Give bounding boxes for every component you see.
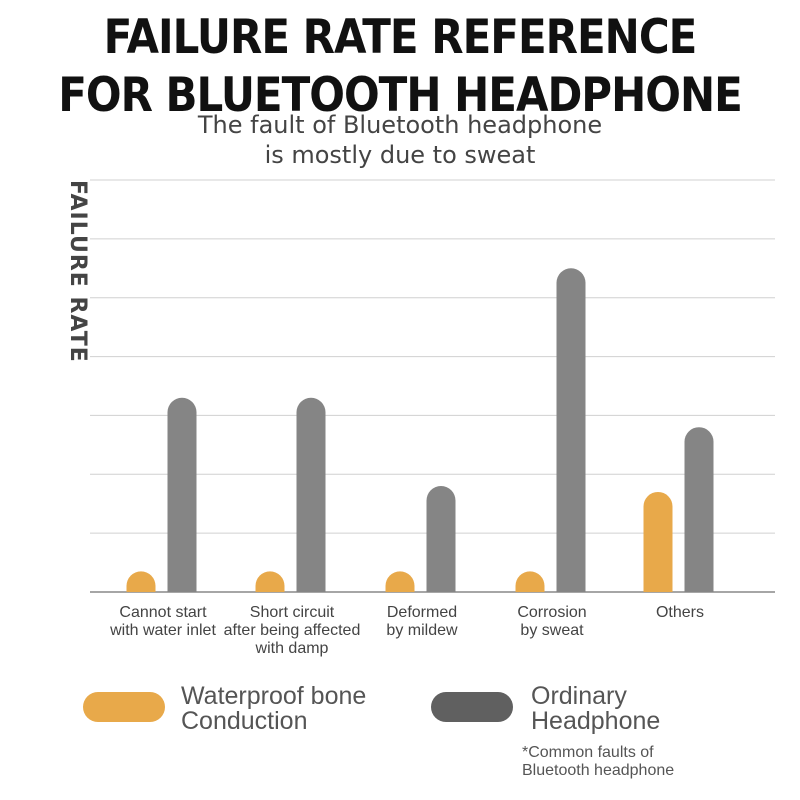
category-label-4: Others [656, 604, 704, 621]
y-axis-label: FAILURE RATE [65, 180, 90, 363]
bar-waterproof-2 [385, 571, 415, 592]
category-label-0: Cannot start with water inlet [109, 604, 216, 639]
subtitle-line-2: is mostly due to sweat [264, 141, 536, 169]
category-label-2: Deformed by mildew [386, 604, 458, 639]
legend-swatch-ordinary [431, 692, 513, 722]
bar-ordinary-2 [426, 486, 456, 592]
category-label-3: Corrosion by sweat [517, 604, 586, 639]
title-line-1: FAILURE RATE REFERENCE [103, 9, 698, 65]
legend-label-waterproof: Waterproof bone Conduction [181, 682, 367, 735]
subtitle-line-1: The fault of Bluetooth headphone [197, 111, 603, 139]
bar-waterproof-0 [126, 571, 156, 592]
bar-waterproof-1 [255, 571, 285, 592]
category-label-1: Short circuit after being affected with da… [224, 604, 361, 657]
bar-ordinary-0 [167, 397, 197, 592]
footnote: *Common faults of Bluetooth headphone [522, 744, 675, 779]
title-line-2: FOR BLUETOOTH HEADPHONE [58, 67, 743, 123]
legend-label-ordinary: Ordinary Headphone [531, 682, 661, 735]
bar-waterproof-3 [515, 571, 545, 592]
bar-ordinary-1 [296, 397, 326, 592]
chart-title: FAILURE RATE REFERENCE FOR BLUETOOTH HEA… [0, 8, 800, 124]
chart-subtitle: The fault of Bluetooth headphone is most… [0, 110, 800, 170]
bar-ordinary-4 [684, 427, 714, 592]
bar-waterproof-4 [643, 491, 673, 592]
bar-ordinary-3 [556, 268, 586, 592]
legend-swatch-waterproof [83, 692, 165, 722]
